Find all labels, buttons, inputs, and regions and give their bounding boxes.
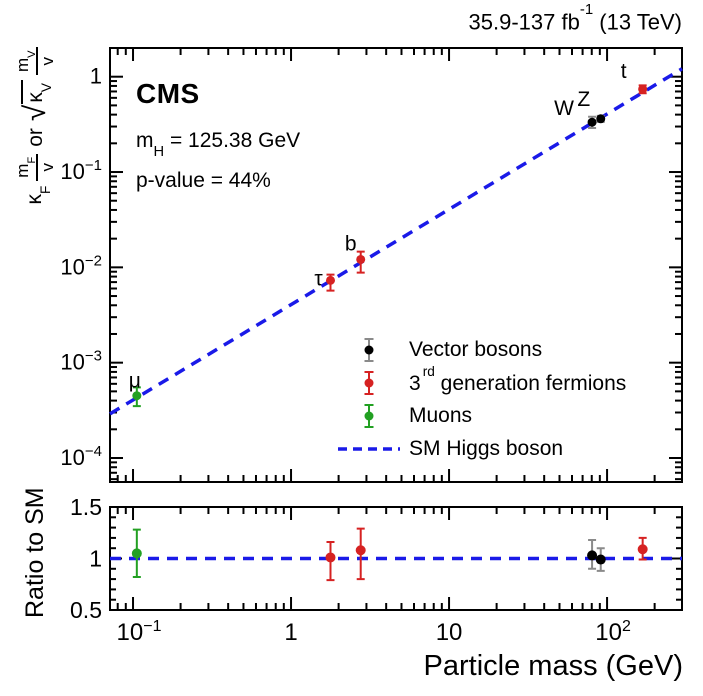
main-y-tick-label: 10−4 — [60, 443, 102, 470]
x-tick-label: 10 — [436, 619, 463, 646]
main-plot-frame — [109, 47, 683, 483]
sqrt-symbol: √ — [19, 104, 52, 122]
legend-item-sm-higgs: SM Higgs boson — [336, 432, 626, 465]
ratio-y-axis-title: Ratio to SM — [20, 487, 49, 618]
data-point-main-b — [356, 254, 366, 264]
inverse-exponent: -1 — [579, 1, 594, 19]
ratio-y-tick-label: 1.5 — [70, 494, 102, 520]
legend-item-muons: Muons — [336, 399, 626, 432]
mv-over-v-fraction: mV v — [13, 47, 58, 76]
kappa-v-symbol: κV — [21, 80, 54, 104]
main-y-axis-title: κF mF v or √ κV mV v — [8, 36, 64, 216]
experiment-label: CMS — [136, 78, 200, 109]
mf-over-v-fraction: mF v — [13, 153, 58, 181]
vector-bosons-marker-icon — [336, 335, 402, 365]
x-axis-title: Particle mass (GeV) — [423, 650, 683, 682]
particle-label-b: b — [345, 232, 357, 255]
data-point-ratio-b — [355, 545, 366, 556]
main-y-tick-label: 10−3 — [60, 348, 102, 375]
x-tick-label: 1 — [284, 619, 297, 646]
data-point-ratio-W — [587, 550, 598, 561]
data-point-main-Z — [596, 114, 606, 124]
particle-label-W: W — [554, 97, 574, 120]
higgs-mass-annotation: mH = 125.38 GeV — [136, 129, 301, 160]
x-tick-label: 10−1 — [117, 618, 162, 646]
fermions-marker-icon — [336, 368, 402, 398]
sm-higgs-prediction-line — [109, 67, 683, 416]
ratio-y-tick-label: 0.5 — [70, 597, 102, 623]
muons-marker-icon — [336, 401, 402, 431]
ratio-y-tick-label: 1 — [89, 546, 102, 572]
pvalue-annotation: p-value = 44% — [136, 169, 271, 192]
data-point-main-μ — [132, 391, 142, 401]
data-point-ratio-t — [637, 544, 648, 555]
x-tick-label: 102 — [595, 618, 631, 646]
particle-label-τ: τ — [314, 267, 323, 290]
main-y-tick-label: 10−2 — [60, 252, 102, 279]
particle-label-t: t — [621, 60, 627, 83]
sm-higgs-dashed-line-icon — [336, 444, 402, 454]
data-point-main-W — [587, 117, 597, 127]
legend-item-vector-bosons: Vector bosons — [336, 333, 626, 366]
data-point-ratio-τ — [325, 552, 336, 563]
lumi-energy-label: 35.9-137 fb-1 (13 TeV) — [468, 1, 682, 35]
main-y-tick-label: 1 — [90, 64, 102, 89]
data-point-ratio-μ — [131, 548, 142, 559]
particle-label-Z: Z — [577, 88, 590, 111]
kappa-f-symbol: κF — [22, 185, 53, 205]
particle-label-μ: μ — [129, 370, 141, 393]
main-y-tick-label: 10−1 — [60, 157, 102, 184]
data-point-ratio-Z — [595, 554, 606, 565]
data-point-main-t — [638, 84, 648, 94]
or-word: or — [24, 128, 47, 147]
data-point-main-τ — [325, 275, 335, 285]
